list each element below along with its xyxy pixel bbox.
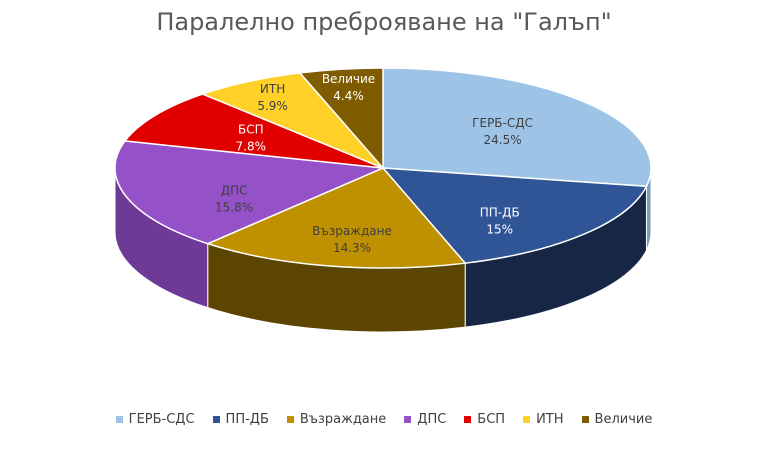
legend-item-дпс: ДПС <box>404 412 446 427</box>
slice-label-величие: Величие <box>322 72 375 86</box>
slice-value-пп-дб: 15% <box>486 222 513 236</box>
slice-label-бсп: БСП <box>238 123 264 137</box>
pie-slice-възраждане <box>205 167 467 269</box>
legend-item-итн: ИТН <box>523 412 564 427</box>
legend: ГЕРБ-СДС ПП-ДБ Възраждане ДПС БСП ИТН Величие <box>0 412 768 427</box>
legend-swatch <box>523 416 531 423</box>
pie-slices <box>114 67 652 269</box>
legend-label: ДПС <box>417 412 447 427</box>
legend-swatch <box>581 416 589 423</box>
legend-label: ИТН <box>536 412 564 427</box>
slice-label-дпс: ДПС <box>221 184 248 198</box>
legend-swatch <box>286 416 294 423</box>
pie-slice-итн <box>200 72 384 169</box>
pie-slice-герб-сдс <box>382 67 652 188</box>
slice-value-герб-сдс: 24.5% <box>484 133 522 147</box>
legend-item-величие: Величие <box>581 412 653 427</box>
pie-sides <box>114 167 652 333</box>
legend-item-пп-дб: ПП-ДБ <box>212 412 269 427</box>
legend-swatch <box>212 416 220 423</box>
pie-slice-дпс <box>114 140 386 245</box>
legend-label: БСП <box>477 412 506 427</box>
pie-slice-бсп <box>123 93 384 169</box>
pie-labels: ГЕРБ-СДС 24.5% ПП-ДБ 15% Възраждане 14.3% ДПС 1… <box>215 72 533 255</box>
legend-label: Величие <box>594 412 653 427</box>
pie-slice-величие <box>298 67 384 170</box>
legend-label: Възраждане <box>299 412 387 427</box>
legend-label: ГЕРБ-СДС <box>128 412 195 427</box>
legend-swatch <box>464 416 472 423</box>
legend-label: ПП-ДБ <box>225 412 269 427</box>
slice-value-величие: 4.4% <box>333 89 364 103</box>
chart-title: Паралелно преброяване на "Галъп" <box>156 8 612 36</box>
legend-item-бсп: БСП <box>464 412 505 427</box>
slice-value-итн: 5.9% <box>257 99 288 113</box>
slice-label-герб-сдс: ГЕРБ-СДС <box>472 116 533 130</box>
slice-value-дпс: 15.8% <box>215 201 253 215</box>
legend-swatch <box>115 416 123 423</box>
slice-label-пп-дб: ПП-ДБ <box>480 205 520 219</box>
slice-value-възраждане: 14.3% <box>333 241 371 255</box>
pie-slice-пп-дб <box>381 167 648 264</box>
legend-swatch <box>404 416 412 423</box>
slice-value-бсп: 7.8% <box>236 140 267 154</box>
legend-item-герб-сдс: ГЕРБ-СДС <box>115 412 195 427</box>
slice-label-възраждане: Възраждане <box>312 224 392 238</box>
legend-item-възраждане: Възраждане <box>286 412 387 427</box>
slice-label-итн: ИТН <box>260 82 285 96</box>
